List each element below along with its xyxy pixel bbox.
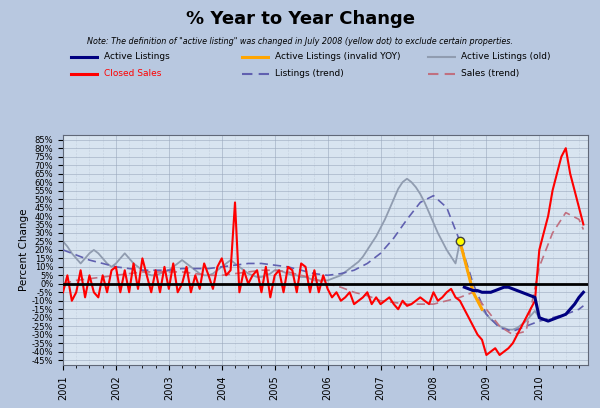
Text: Note: The definition of "active listing" was changed in July 2008 (yellow dot) t: Note: The definition of "active listing"…: [87, 37, 513, 46]
Text: Active Listings (invalid YOY): Active Listings (invalid YOY): [275, 52, 400, 61]
Text: Active Listings (old): Active Listings (old): [461, 52, 550, 61]
Y-axis label: Percent Change: Percent Change: [19, 208, 29, 291]
Text: Closed Sales: Closed Sales: [104, 69, 161, 78]
Text: % Year to Year Change: % Year to Year Change: [185, 10, 415, 28]
Text: Sales (trend): Sales (trend): [461, 69, 519, 78]
Text: Listings (trend): Listings (trend): [275, 69, 344, 78]
Text: Active Listings: Active Listings: [104, 52, 170, 61]
